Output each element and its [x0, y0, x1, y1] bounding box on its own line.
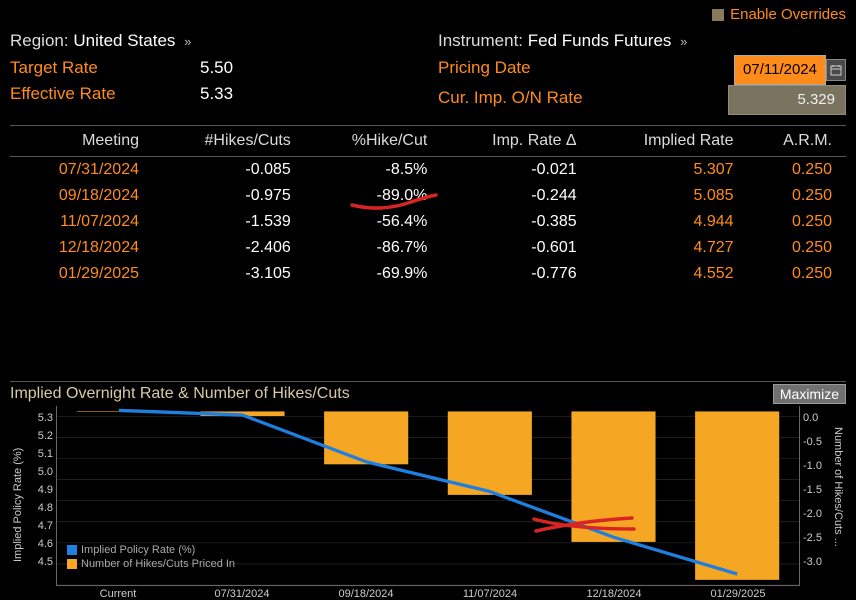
table-header: %Hike/Cut [305, 125, 442, 156]
chevron-right-icon[interactable]: » [180, 34, 191, 49]
table-row[interactable]: 12/18/2024-2.406-86.7%-0.6014.7270.250 [10, 235, 846, 261]
cur-imp-rate-label: Cur. Imp. O/N Rate [438, 85, 698, 115]
table-row[interactable]: 09/18/2024-0.975-89.0%-0.2445.0850.250 [10, 183, 846, 209]
pricing-date-label: Pricing Date [438, 55, 698, 85]
instrument-label: Instrument: Fed Funds Futures » [438, 28, 698, 55]
y-axis-right-ticks: 0.0-0.5-1.0-1.5-2.0-2.5-3.0 [800, 406, 830, 586]
enable-overrides-label: Enable Overrides [730, 6, 846, 23]
y-axis-left-ticks: 5.35.25.15.04.94.84.74.64.5 [26, 406, 56, 586]
chart-title: Implied Overnight Rate & Number of Hikes… [10, 385, 773, 403]
enable-overrides-toggle[interactable]: Enable Overrides [712, 6, 846, 23]
region-label: Region: United States » [10, 28, 200, 55]
target-rate-label: Target Rate [10, 55, 200, 81]
x-axis-labels: Current07/31/202409/18/202411/07/202412/… [10, 588, 846, 600]
table-row[interactable]: 01/29/2025-3.105-69.9%-0.7764.5520.250 [10, 261, 846, 287]
chart-plot[interactable]: Implied Policy Rate (%)Number of Hikes/C… [56, 406, 800, 586]
pricing-date-input[interactable]: 07/11/2024 [734, 55, 826, 85]
table-header: Implied Rate [591, 125, 748, 156]
target-rate-value: 5.50 [200, 55, 233, 81]
checkbox-icon [712, 9, 724, 21]
meetings-table: Meeting#Hikes/Cuts%Hike/CutImp. Rate ΔIm… [10, 125, 846, 287]
table-header: Meeting [10, 125, 153, 156]
table-header: #Hikes/Cuts [153, 125, 305, 156]
table-row[interactable]: 07/31/2024-0.085-8.5%-0.0215.3070.250 [10, 156, 846, 183]
table-row[interactable]: 11/07/2024-1.539-56.4%-0.3854.9440.250 [10, 209, 846, 235]
table-header: A.R.M. [748, 125, 846, 156]
maximize-button[interactable]: Maximize [773, 384, 846, 404]
y-axis-left-label: Implied Policy Rate (%) [10, 406, 26, 586]
y-axis-right-label: Number of Hikes/Cuts ... [830, 406, 846, 586]
chart-legend: Implied Policy Rate (%)Number of Hikes/C… [67, 543, 235, 571]
effective-rate-label: Effective Rate [10, 81, 200, 107]
calendar-icon[interactable] [826, 59, 846, 81]
cur-imp-rate-value: 5.329 [728, 85, 846, 115]
effective-rate-value: 5.33 [200, 81, 233, 107]
table-header: Imp. Rate Δ [441, 125, 590, 156]
chevron-right-icon[interactable]: » [676, 34, 687, 49]
